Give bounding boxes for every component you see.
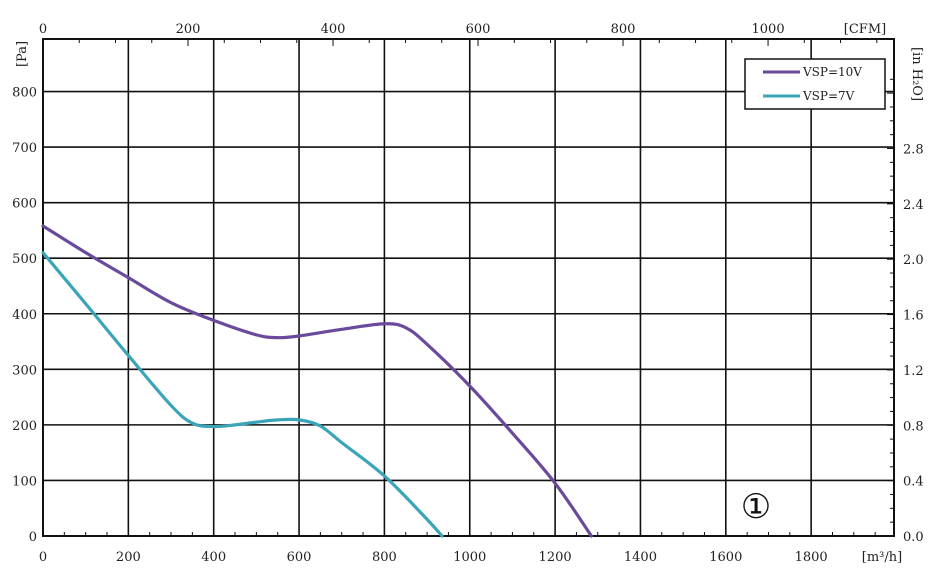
y-tick-label: 800	[12, 86, 37, 101]
right-tick-label: 2.4	[903, 198, 924, 213]
grid-lines	[43, 39, 894, 536]
chart-annotation: ①	[741, 487, 771, 527]
legend-box	[744, 58, 886, 110]
y-right-axis-unit-label: [in H₂O]	[909, 47, 924, 101]
top-tick-label: 1000	[752, 22, 785, 37]
x-tick-label: 1200	[539, 550, 572, 565]
y-tick-label: 300	[12, 363, 37, 378]
legend-label-vsp10: VSP=10V	[802, 65, 862, 79]
right-tick-label: 2.8	[903, 142, 924, 157]
top-tick-label: 200	[176, 22, 201, 37]
plot-area	[43, 39, 894, 536]
y-tick-label: 0	[29, 530, 37, 545]
y-tick-label: 400	[12, 308, 37, 323]
right-tick-label: 0.0	[903, 530, 924, 545]
right-tick-label: 2.0	[903, 253, 924, 268]
x-tick-label: 1000	[453, 550, 486, 565]
y-tick-label: 500	[12, 252, 37, 267]
top-tick-label: 400	[321, 22, 346, 37]
x-tick-label: 600	[287, 550, 312, 565]
y-tick-label: 200	[12, 419, 37, 434]
x-tick-label: 1400	[624, 550, 657, 565]
x-tick-label: 1800	[795, 550, 828, 565]
top-tick-label: 800	[611, 22, 636, 37]
right-tick-label: 1.2	[903, 364, 924, 379]
series-curves	[41, 224, 593, 538]
series-line-vsp-10v	[41, 224, 593, 538]
y-axis-unit-label: [Pa]	[15, 41, 30, 67]
right-tick-label: 0.4	[903, 475, 924, 490]
right-tick-label: 1.6	[903, 309, 924, 324]
x-tick-label: 800	[372, 550, 397, 565]
x-tick-label: 0	[39, 550, 47, 565]
top-cfm-tick-labels: 0 200 400 600 800 1000	[39, 22, 785, 37]
legend: VSP=10V VSP=7V	[744, 58, 886, 110]
y-tick-label: 700	[12, 141, 37, 156]
top-tick-label: 600	[466, 22, 491, 37]
x-tick-label: 200	[116, 550, 141, 565]
x-tick-label: 1600	[709, 550, 742, 565]
plot-frame	[42, 38, 895, 537]
x-tick-labels: 0 200 400 600 800 1000 1200 1400 1600 1800	[39, 550, 828, 565]
right-tick-label: 0.8	[903, 419, 924, 434]
top-axis-unit-label: [CFM]	[844, 22, 886, 37]
y-tick-label: 600	[12, 197, 37, 212]
right-inh2o-tick-labels: 0.0 0.4 0.8 1.2 1.6 2.0 2.4 2.8	[903, 142, 924, 545]
legend-label-vsp7: VSP=7V	[802, 89, 855, 103]
y-tick-labels: 0 100 200 300 400 500 600 700 800	[12, 86, 37, 545]
y-tick-label: 100	[12, 474, 37, 489]
x-tick-label: 400	[201, 550, 226, 565]
series-line-vsp-7v	[41, 251, 444, 538]
x-axis-unit-label: [m³/h]	[862, 550, 902, 565]
top-tick-label: 0	[39, 22, 47, 37]
axes	[42, 38, 895, 537]
